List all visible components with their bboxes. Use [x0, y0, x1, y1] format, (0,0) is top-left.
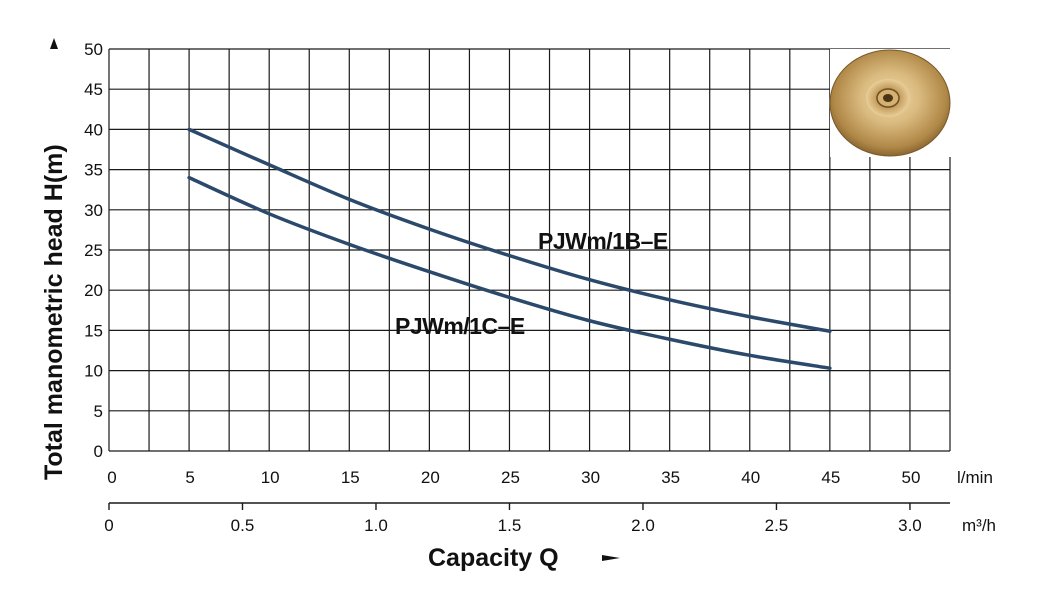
y-axis-ticks: 0 5 10 15 20 25 30 35 40 45 50: [84, 40, 103, 461]
y-tick-label: 45: [84, 80, 103, 99]
y-tick-label: 0: [94, 442, 103, 461]
series-label-2: PJWm/1C–E: [395, 313, 525, 339]
x-tick-label-lmin: 25: [501, 468, 520, 487]
x-tick-label-lmin: 0: [107, 468, 116, 487]
y-axis-arrow-icon: [50, 38, 58, 49]
impeller-photo: [829, 49, 951, 157]
y-tick-label: 15: [84, 321, 103, 340]
series-label-1: PJWm/1B–E: [538, 228, 668, 254]
y-tick-label: 10: [84, 362, 103, 381]
chart-grid: [108, 48, 951, 452]
series-labels: PJWm/1B–E PJWm/1C–E: [395, 228, 668, 339]
x-axis-title: Capacity Q: [428, 544, 559, 572]
performance-curves: [187, 127, 832, 370]
x-tick-label-lmin: 45: [821, 468, 840, 487]
x-tick-label-lmin: 35: [661, 468, 680, 487]
y-tick-label: 5: [94, 402, 103, 421]
x-axis-arrow-icon: [602, 555, 620, 561]
y-tick-label: 40: [84, 120, 103, 139]
y-tick-label: 30: [84, 201, 103, 220]
x-axis-lmin-ticks: 0 5 10 15 20 25 30 35 40 45 50: [107, 468, 920, 487]
y-tick-label: 20: [84, 281, 103, 300]
x-tick-label-m3h: 2.0: [631, 516, 655, 535]
x-tick-label-lmin: 5: [185, 468, 194, 487]
x-tick-label-m3h: 3.0: [898, 516, 922, 535]
x-unit-lmin: l/min: [957, 468, 993, 487]
series-line-1: [187, 127, 832, 333]
y-tick-label: 35: [84, 161, 103, 180]
x-unit-m3h: m³/h: [962, 516, 996, 535]
x-tick-label-lmin: 20: [421, 468, 440, 487]
x-tick-label-lmin: 30: [581, 468, 600, 487]
x-tick-label-m3h: 2.5: [765, 516, 789, 535]
y-axis-title: Total manometric head H(m): [40, 144, 68, 480]
y-tick-label: 50: [84, 40, 103, 59]
y-tick-label: 25: [84, 241, 103, 260]
x-tick-label-m3h: 0: [104, 516, 113, 535]
x-tick-label-m3h: 1.5: [498, 516, 522, 535]
series-line-2: [187, 175, 832, 370]
x-tick-label-m3h: 1.0: [364, 516, 388, 535]
x-tick-label-lmin: 10: [261, 468, 280, 487]
x-tick-label-lmin: 40: [741, 468, 760, 487]
x-axis-m3h: 0 0.5 1.0 1.5 2.0 2.5 3.0: [104, 502, 950, 535]
x-tick-label-lmin: 15: [341, 468, 360, 487]
x-tick-label-m3h: 0.5: [231, 516, 255, 535]
x-tick-label-lmin: 50: [901, 468, 920, 487]
